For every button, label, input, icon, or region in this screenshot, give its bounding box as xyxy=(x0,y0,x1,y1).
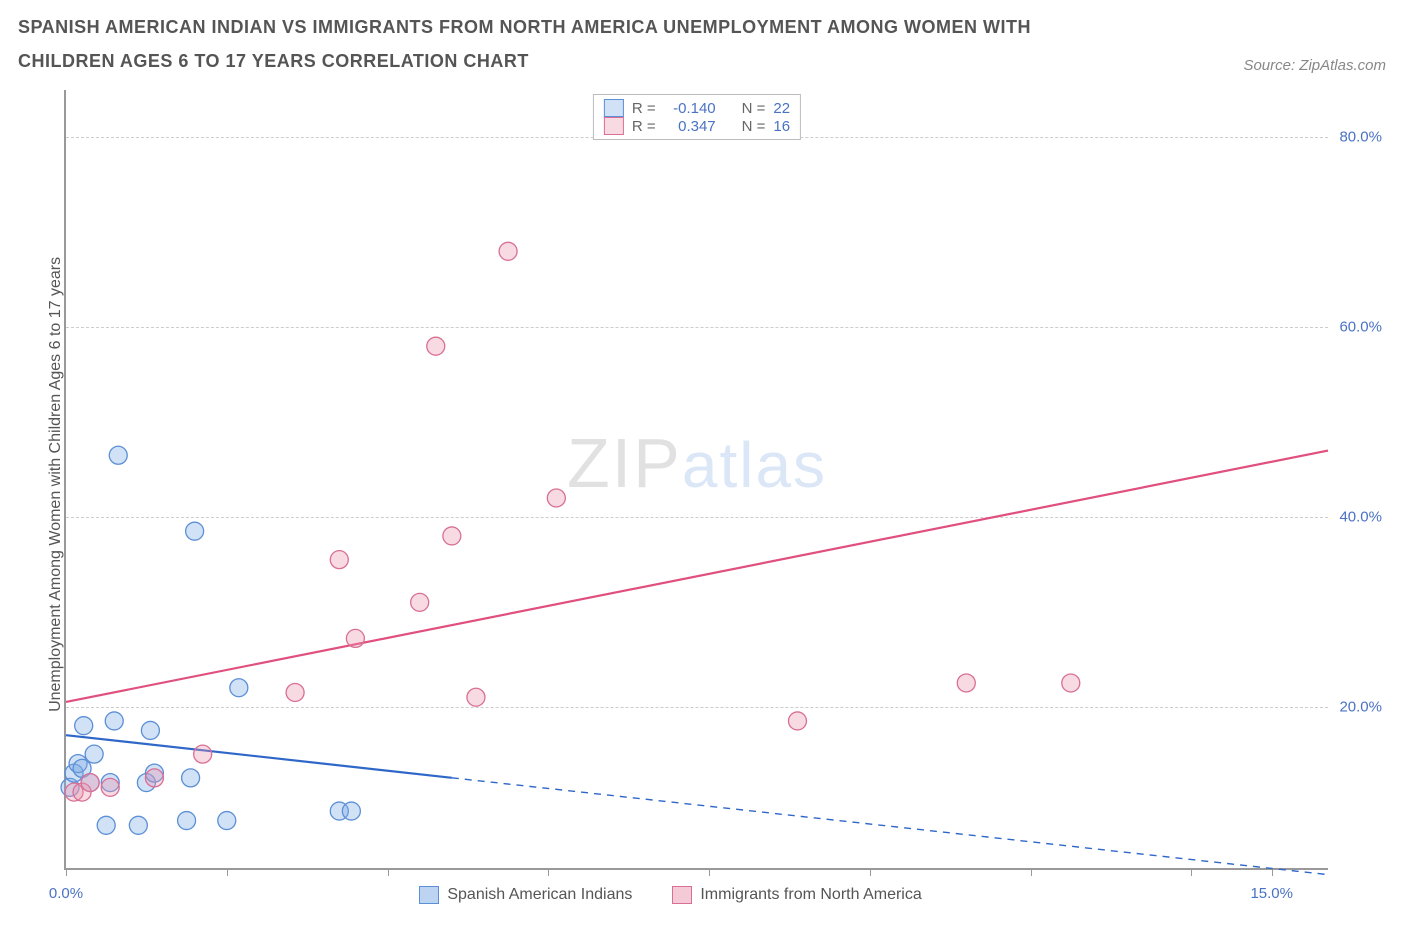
y-tick-label: 80.0% xyxy=(1339,129,1382,146)
bottom-legend: Spanish American Indians Immigrants from… xyxy=(419,886,921,904)
n-label-2: N = xyxy=(742,118,766,135)
n-value-1: 22 xyxy=(773,100,790,117)
bottom-swatch-1 xyxy=(419,886,439,904)
r-label-2: R = xyxy=(632,118,656,135)
stats-row-series-2: R = 0.347 N = 16 xyxy=(604,117,790,135)
bottom-swatch-2 xyxy=(672,886,692,904)
n-value-2: 16 xyxy=(773,118,790,135)
source-attribution: Source: ZipAtlas.com xyxy=(1243,57,1386,78)
x-tick xyxy=(1031,868,1032,876)
x-tick xyxy=(870,868,871,876)
y-tick-label: 60.0% xyxy=(1339,319,1382,336)
x-tick xyxy=(388,868,389,876)
x-tick xyxy=(66,868,67,876)
x-tick xyxy=(227,868,228,876)
n-label-1: N = xyxy=(742,100,766,117)
bottom-legend-item-1: Spanish American Indians xyxy=(419,886,632,904)
y-tick-label: 20.0% xyxy=(1339,698,1382,715)
swatch-series-1 xyxy=(604,99,624,117)
bottom-legend-label-1: Spanish American Indians xyxy=(447,886,632,904)
chart-title: SPANISH AMERICAN INDIAN VS IMMIGRANTS FR… xyxy=(18,10,1118,78)
r-value-1: -0.140 xyxy=(664,100,716,117)
y-axis-title: Unemployment Among Women with Children A… xyxy=(47,257,65,712)
r-value-2: 0.347 xyxy=(664,118,716,135)
x-tick-label: 15.0% xyxy=(1250,885,1293,902)
r-label-1: R = xyxy=(632,100,656,117)
x-tick-label: 0.0% xyxy=(49,885,83,902)
y-tick-label: 40.0% xyxy=(1339,508,1382,525)
plot-area: Unemployment Among Women with Children A… xyxy=(64,90,1328,870)
stats-row-series-1: R = -0.140 N = 22 xyxy=(604,99,790,117)
bottom-legend-item-2: Immigrants from North America xyxy=(672,886,921,904)
chart-container: Unemployment Among Women with Children A… xyxy=(18,90,1386,920)
stats-legend: R = -0.140 N = 22 R = 0.347 N = 16 xyxy=(593,94,801,140)
x-tick xyxy=(709,868,710,876)
swatch-series-2 xyxy=(604,117,624,135)
x-tick xyxy=(1191,868,1192,876)
bottom-legend-label-2: Immigrants from North America xyxy=(700,886,921,904)
plot-svg xyxy=(66,90,1328,868)
x-tick xyxy=(548,868,549,876)
